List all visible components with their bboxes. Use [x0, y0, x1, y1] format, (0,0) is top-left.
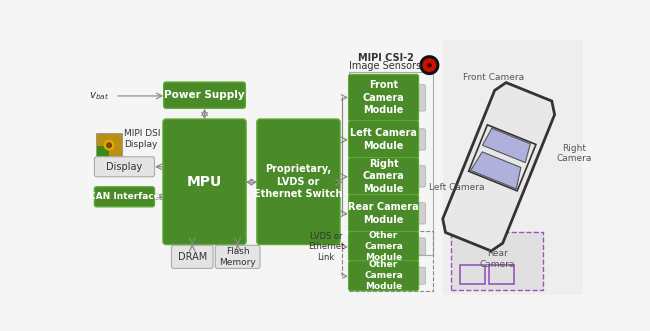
Text: $\mathregular{v_{bat}}$: $\mathregular{v_{bat}}$ — [89, 90, 109, 102]
Polygon shape — [469, 125, 536, 191]
Text: Rear Camera
Module: Rear Camera Module — [348, 202, 419, 224]
Text: Display: Display — [107, 162, 142, 172]
Text: MPU: MPU — [187, 175, 222, 189]
Text: CAN Interface: CAN Interface — [89, 192, 160, 201]
Text: Other
Camera
Module: Other Camera Module — [364, 260, 403, 291]
FancyBboxPatch shape — [348, 231, 419, 261]
FancyBboxPatch shape — [96, 133, 122, 158]
FancyBboxPatch shape — [97, 146, 109, 157]
Text: Front Camera: Front Camera — [463, 73, 524, 82]
Bar — [348, 72, 433, 255]
FancyBboxPatch shape — [415, 129, 426, 150]
FancyBboxPatch shape — [415, 238, 426, 255]
FancyBboxPatch shape — [348, 120, 419, 158]
Circle shape — [103, 140, 114, 151]
Text: DRAM: DRAM — [177, 252, 207, 262]
FancyBboxPatch shape — [163, 119, 246, 245]
Text: MIPI CSI-2: MIPI CSI-2 — [358, 53, 413, 63]
Text: MIPI DSI
Display: MIPI DSI Display — [124, 129, 160, 149]
FancyBboxPatch shape — [94, 187, 155, 207]
Text: Image Sensors: Image Sensors — [350, 61, 422, 71]
FancyBboxPatch shape — [348, 158, 419, 195]
Circle shape — [106, 142, 112, 148]
Text: LVDS or
Ethernet
Link: LVDS or Ethernet Link — [308, 232, 344, 262]
Circle shape — [419, 55, 439, 75]
FancyBboxPatch shape — [348, 261, 419, 291]
Bar — [443, 40, 584, 295]
FancyBboxPatch shape — [94, 157, 155, 177]
FancyBboxPatch shape — [348, 195, 419, 232]
Circle shape — [427, 63, 432, 68]
Circle shape — [422, 58, 436, 72]
FancyBboxPatch shape — [172, 245, 213, 268]
FancyBboxPatch shape — [164, 82, 245, 108]
FancyBboxPatch shape — [257, 119, 340, 245]
Text: Right
Camera
Module: Right Camera Module — [363, 159, 404, 194]
Text: Left Camera: Left Camera — [428, 183, 484, 192]
Text: Front
Camera
Module: Front Camera Module — [363, 80, 404, 115]
Bar — [348, 231, 433, 291]
Text: Right
Camera: Right Camera — [556, 144, 592, 164]
FancyBboxPatch shape — [415, 267, 426, 284]
Text: Flash
Memory: Flash Memory — [219, 247, 256, 266]
Text: Rear
Camera: Rear Camera — [480, 250, 515, 269]
FancyBboxPatch shape — [215, 245, 260, 268]
FancyBboxPatch shape — [415, 166, 426, 187]
FancyBboxPatch shape — [415, 203, 426, 224]
Text: Other
Camera
Module: Other Camera Module — [364, 231, 403, 262]
Text: Proprietary,
LVDS or
Ethernet Switch: Proprietary, LVDS or Ethernet Switch — [254, 165, 343, 199]
Polygon shape — [471, 152, 521, 189]
Text: Left Camera
Module: Left Camera Module — [350, 128, 417, 151]
Bar — [451, 232, 543, 290]
Polygon shape — [482, 128, 530, 163]
Text: Power Supply: Power Supply — [164, 90, 245, 100]
FancyBboxPatch shape — [415, 85, 426, 111]
FancyBboxPatch shape — [348, 74, 419, 121]
Polygon shape — [443, 82, 554, 251]
